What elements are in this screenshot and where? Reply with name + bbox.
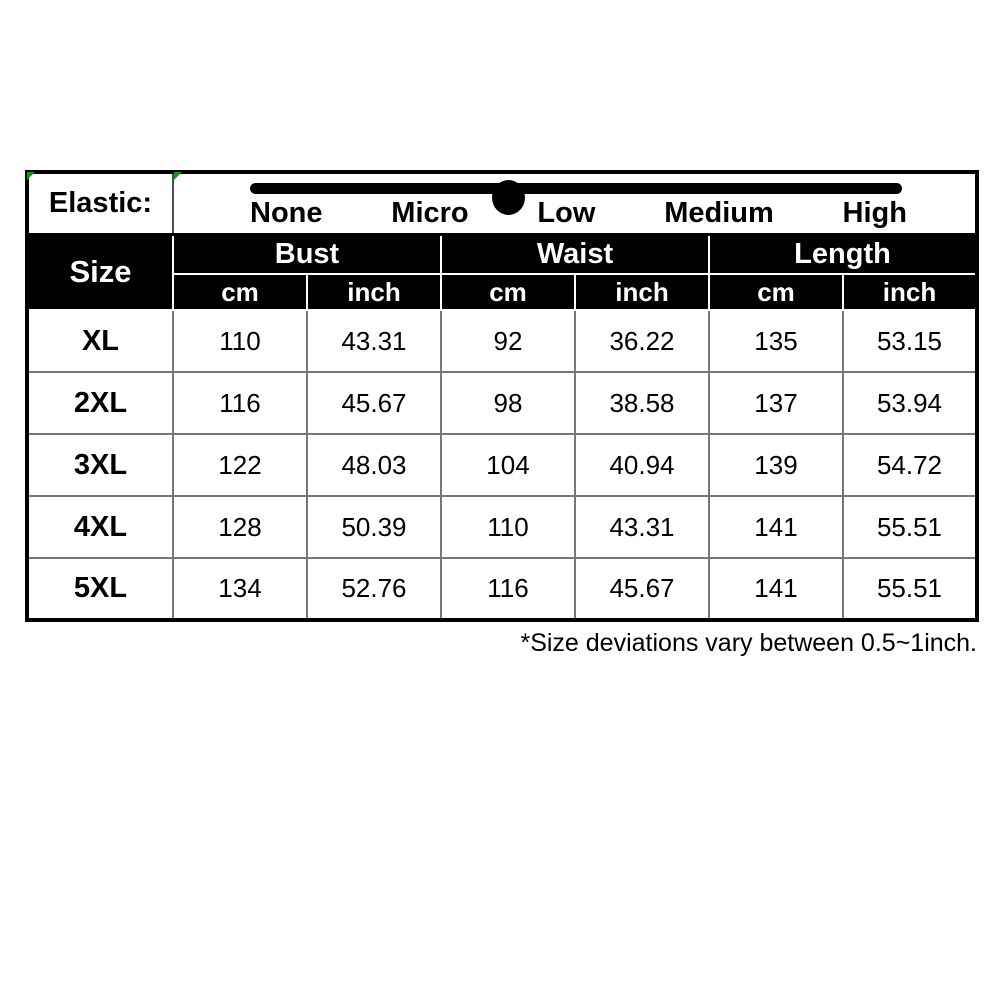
size-label: 2XL — [26, 371, 174, 435]
bust-cm: 134 — [172, 557, 308, 621]
table-row: 2XL 116 45.67 98 38.58 137 53.94 — [26, 371, 978, 435]
length-inch-header: inch — [842, 273, 978, 311]
waist-cm: 116 — [440, 557, 576, 621]
waist-inch: 45.67 — [574, 557, 710, 621]
length-cm-header: cm — [708, 273, 844, 311]
bust-inch-header: inch — [306, 273, 442, 311]
waist-inch: 43.31 — [574, 495, 710, 559]
bust-inch: 45.67 — [306, 371, 442, 435]
bust-inch: 52.76 — [306, 557, 442, 621]
bust-cm: 128 — [172, 495, 308, 559]
header-group-row: Size Bust Waist Length — [26, 233, 978, 311]
elastic-level-medium: Medium — [664, 196, 774, 229]
length-inch: 53.15 — [842, 309, 978, 373]
waist-cm: 92 — [440, 309, 576, 373]
length-cm: 137 — [708, 371, 844, 435]
waist-inch: 40.94 — [574, 433, 710, 497]
elastic-slider-cell: None Micro Low Medium High — [173, 172, 977, 236]
slider-handle-icon[interactable] — [492, 180, 525, 215]
table-row: 3XL 122 48.03 104 40.94 139 54.72 — [26, 433, 978, 497]
table-row: 5XL 134 52.76 116 45.67 141 55.51 — [26, 557, 978, 621]
formula-marker-icon — [174, 172, 182, 180]
bust-cm: 116 — [172, 371, 308, 435]
elastic-level-none: None — [250, 196, 323, 229]
length-cm: 141 — [708, 495, 844, 559]
bust-group-header: Bust — [172, 233, 442, 275]
elastic-label: Elastic: — [27, 172, 174, 236]
table-row: XL 110 43.31 92 36.22 135 53.15 — [26, 309, 978, 373]
waist-cm-header: cm — [440, 273, 576, 311]
waist-group-header: Waist — [440, 233, 710, 275]
slider-track[interactable] — [250, 180, 902, 215]
bust-inch: 50.39 — [306, 495, 442, 559]
elastic-level-low: Low — [537, 196, 596, 229]
size-column-header: Size — [26, 233, 174, 311]
size-deviation-footnote: *Size deviations vary between 0.5~1inch. — [520, 629, 977, 657]
size-label: 3XL — [26, 433, 174, 497]
size-chart-table: Elastic: None Micro Low Medium High Size… — [25, 170, 979, 622]
waist-inch: 36.22 — [574, 309, 710, 373]
length-cm: 139 — [708, 433, 844, 497]
waist-inch-header: inch — [574, 273, 710, 311]
elastic-level-high: High — [842, 196, 907, 229]
size-label: 4XL — [26, 495, 174, 559]
length-inch: 55.51 — [842, 557, 978, 621]
waist-inch: 38.58 — [574, 371, 710, 435]
size-label: XL — [26, 309, 174, 373]
waist-cm: 104 — [440, 433, 576, 497]
size-label: 5XL — [26, 557, 174, 621]
bust-cm: 122 — [172, 433, 308, 497]
elastic-level-micro: Micro — [391, 196, 469, 229]
elastic-row: Elastic: None Micro Low Medium High — [27, 172, 977, 236]
bust-cm: 110 — [172, 309, 308, 373]
waist-cm: 110 — [440, 495, 576, 559]
bust-inch: 48.03 — [306, 433, 442, 497]
header-unit-row: cm inch cm inch cm inch — [27, 273, 978, 311]
bust-cm-header: cm — [172, 273, 308, 311]
length-inch: 55.51 — [842, 495, 978, 559]
length-cm: 135 — [708, 309, 844, 373]
length-group-header: Length — [708, 233, 978, 275]
length-inch: 54.72 — [842, 433, 978, 497]
table-row: 4XL 128 50.39 110 43.31 141 55.51 — [26, 495, 978, 559]
length-inch: 53.94 — [842, 371, 978, 435]
elastic-level-labels: None Micro Low Medium High — [174, 196, 975, 230]
waist-cm: 98 — [440, 371, 576, 435]
formula-marker-icon — [27, 172, 35, 180]
bust-inch: 43.31 — [306, 309, 442, 373]
length-cm: 141 — [708, 557, 844, 621]
